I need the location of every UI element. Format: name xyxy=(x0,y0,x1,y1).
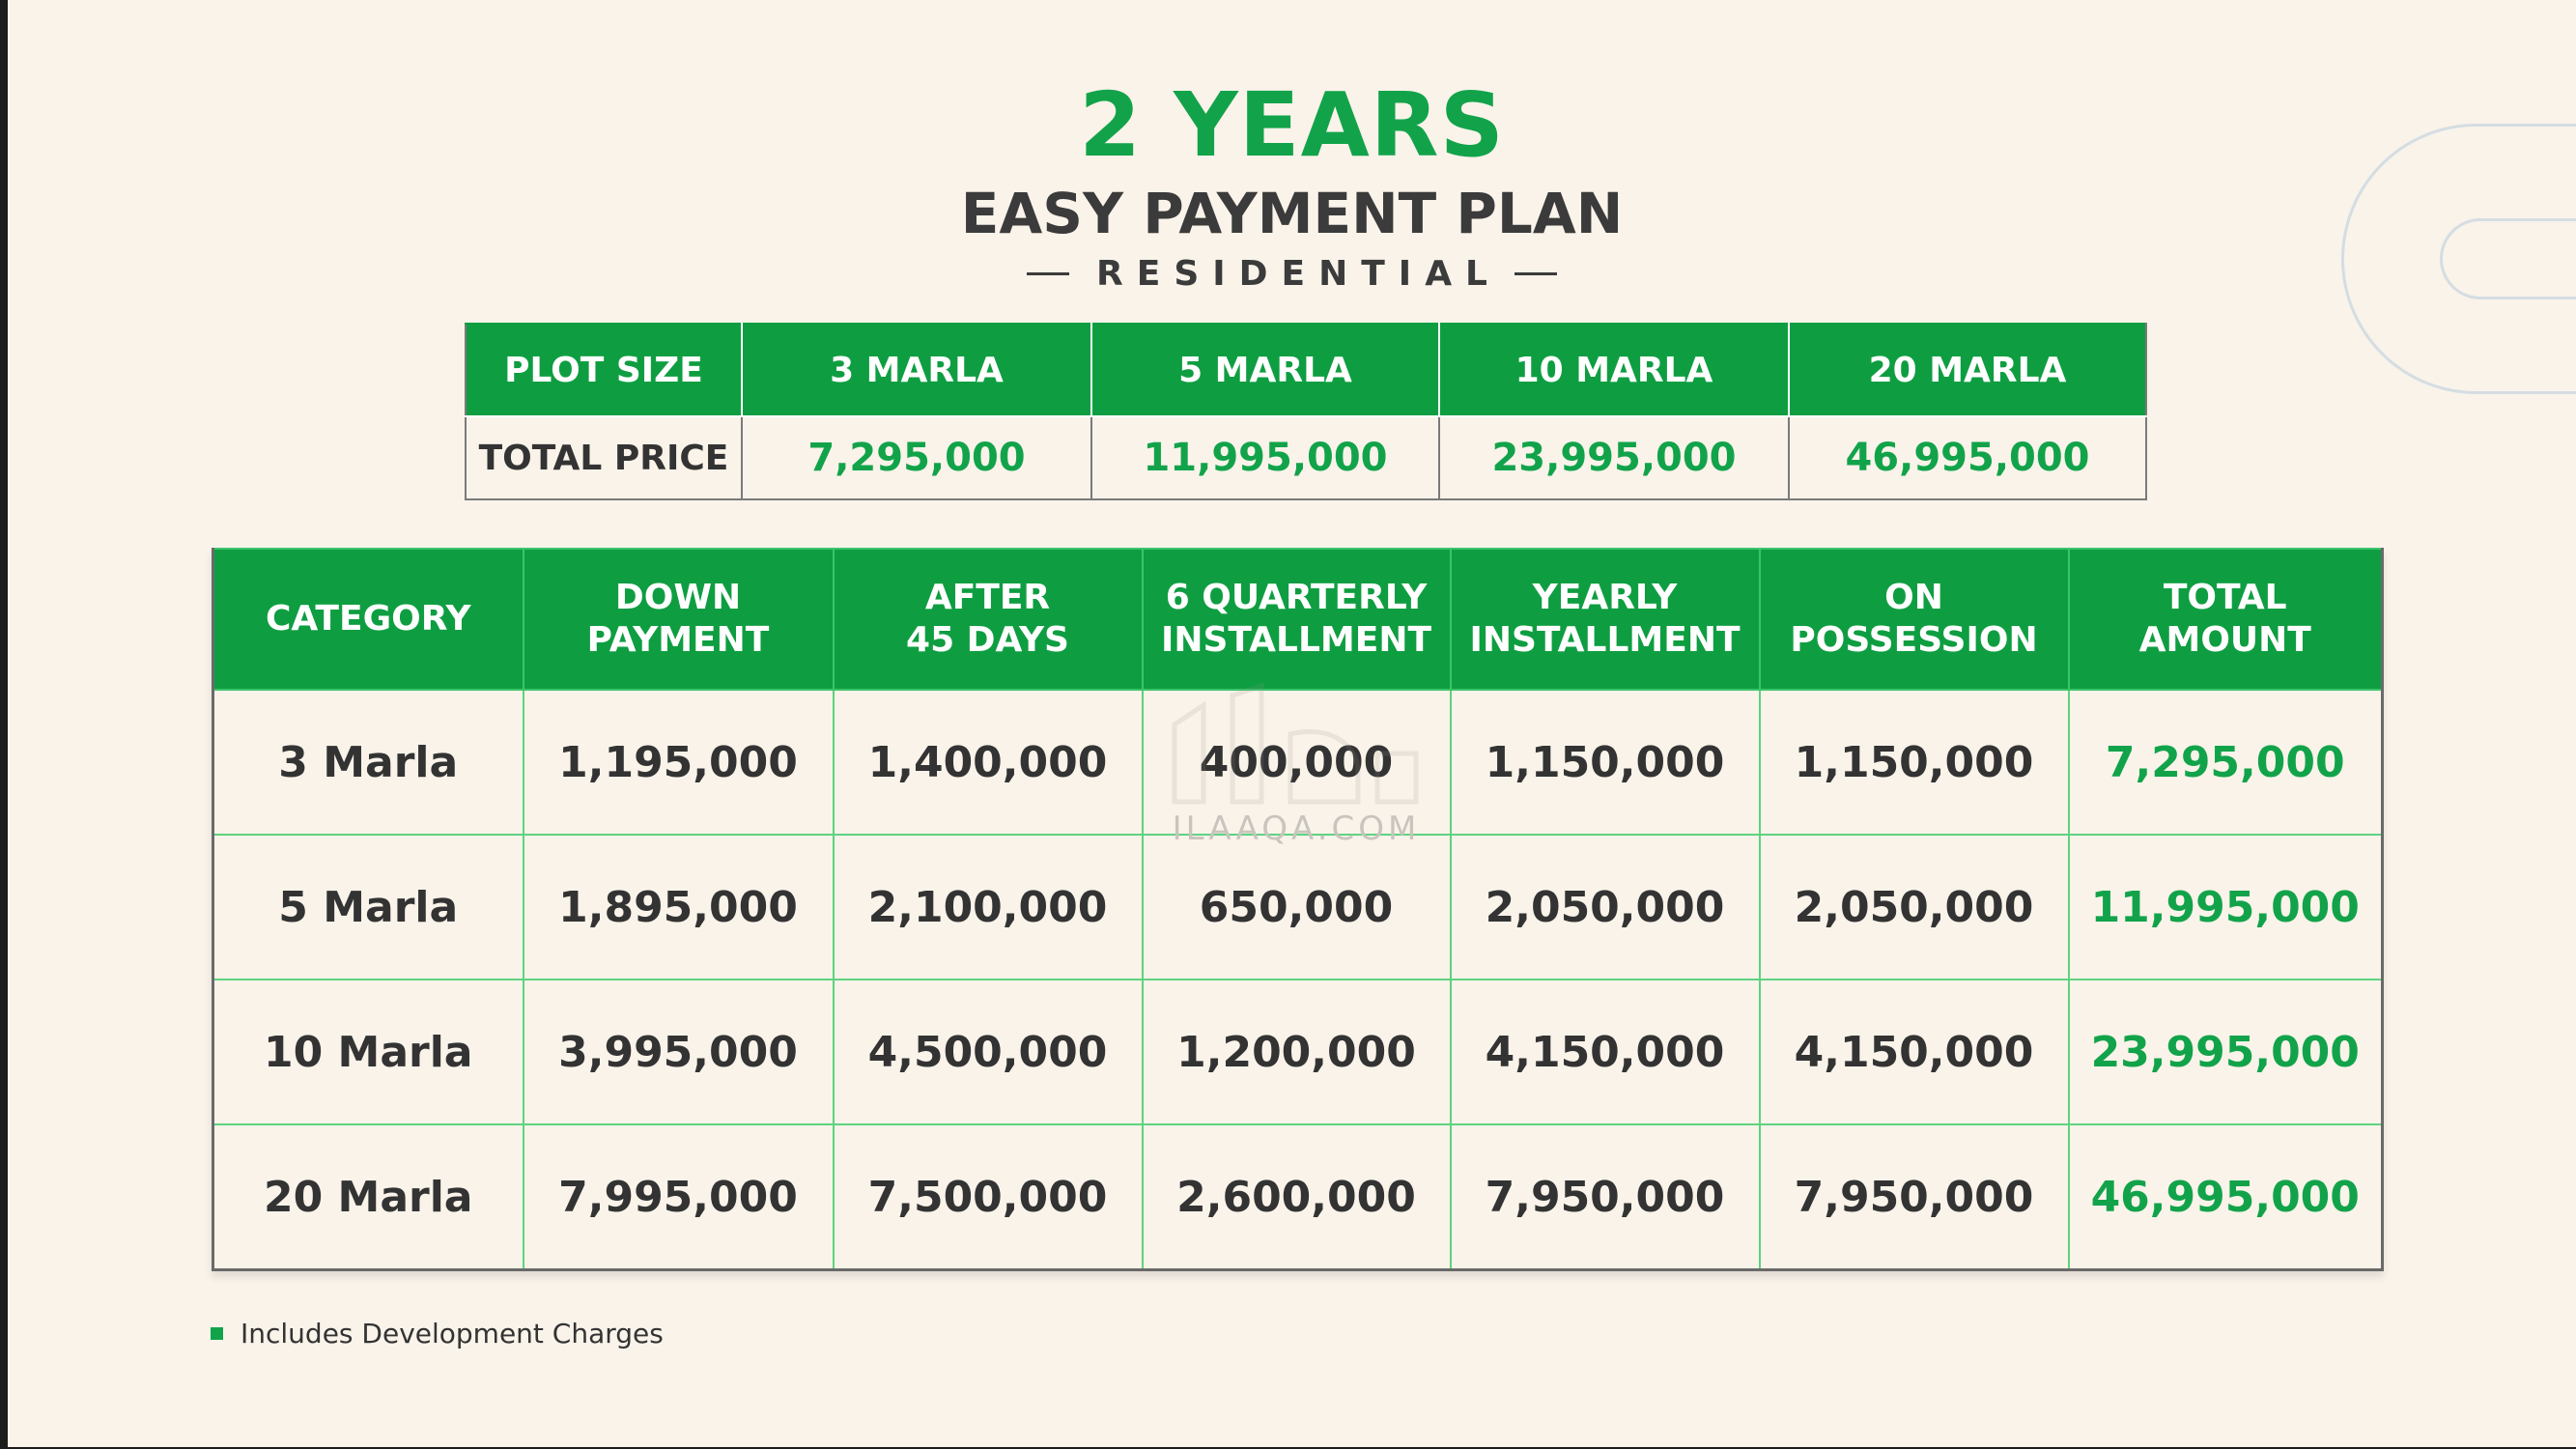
total-amount-cell: 23,995,000 xyxy=(2067,979,2384,1125)
category-cell: 10 Marla xyxy=(212,979,524,1125)
price-cell: 11,995,000 xyxy=(1090,415,1440,500)
plan-header-cell: TOTAL AMOUNT xyxy=(2067,548,2384,691)
total-amount-cell: 46,995,000 xyxy=(2067,1123,2384,1271)
table-row: 10 Marla 3,995,000 4,500,000 1,200,000 4… xyxy=(212,979,2384,1125)
amount-cell: 2,050,000 xyxy=(1449,834,1761,980)
amount-cell: 1,400,000 xyxy=(832,689,1144,836)
price-header-cell: 20 MARLA xyxy=(1788,323,2147,417)
watermark-text: ILAAQA.COM xyxy=(1172,810,1421,848)
plan-header-cell: 6 QUARTERLY INSTALLMENT xyxy=(1141,548,1452,691)
price-header-cell: PLOT SIZE xyxy=(465,323,743,417)
amount-cell: 2,050,000 xyxy=(1758,834,2070,980)
amount-cell: 4,150,000 xyxy=(1758,979,2070,1125)
category-cell: 3 Marla xyxy=(212,689,524,836)
plan-duration-title: 2 YEARS xyxy=(1079,73,1505,177)
category-cell: 5 Marla xyxy=(212,834,524,980)
plan-header-cell: ON POSSESSION xyxy=(1758,548,2070,691)
amount-cell: 1,895,000 xyxy=(522,834,835,980)
amount-cell: 1,150,000 xyxy=(1758,689,2070,836)
total-amount-cell: 11,995,000 xyxy=(2067,834,2384,980)
amount-cell: 7,995,000 xyxy=(522,1123,835,1271)
right-dash xyxy=(1514,271,1557,275)
amount-cell: 650,000 xyxy=(1141,834,1452,980)
category-label-row: RESIDENTIAL xyxy=(8,249,2576,298)
price-row-label: TOTAL PRICE xyxy=(465,415,743,500)
amount-cell: 2,600,000 xyxy=(1141,1123,1452,1271)
price-table: PLOT SIZE 3 MARLA 5 MARLA 10 MARLA 20 MA… xyxy=(465,323,2147,500)
price-table-row: TOTAL PRICE 7,295,000 11,995,000 23,995,… xyxy=(465,415,2147,500)
price-header-cell: 5 MARLA xyxy=(1090,323,1440,417)
amount-cell: 400,000 xyxy=(1141,689,1452,836)
table-row: 5 Marla 1,895,000 2,100,000 650,000 2,05… xyxy=(212,834,2384,980)
left-dash xyxy=(1027,271,1069,275)
table-row: 20 Marla 7,995,000 7,500,000 2,600,000 7… xyxy=(212,1123,2384,1271)
price-cell: 23,995,000 xyxy=(1438,415,1790,500)
decorative-inner-outline-shape xyxy=(2440,218,2576,299)
price-header-cell: 10 MARLA xyxy=(1438,323,1790,417)
plan-header-cell: AFTER 45 DAYS xyxy=(832,548,1144,691)
price-cell: 46,995,000 xyxy=(1788,415,2147,500)
footnote-text: Includes Development Charges xyxy=(241,1317,664,1350)
amount-cell: 7,950,000 xyxy=(1449,1123,1761,1271)
table-row: 3 Marla 1,195,000 1,400,000 400,000 1,15… xyxy=(212,689,2384,836)
price-table-header-row: PLOT SIZE 3 MARLA 5 MARLA 10 MARLA 20 MA… xyxy=(465,323,2147,417)
amount-cell: 7,950,000 xyxy=(1758,1123,2070,1271)
amount-cell: 1,150,000 xyxy=(1449,689,1761,836)
price-header-cell: 3 MARLA xyxy=(741,323,1092,417)
category-cell: 20 Marla xyxy=(212,1123,524,1271)
total-amount-cell: 7,295,000 xyxy=(2067,689,2384,836)
amount-cell: 2,100,000 xyxy=(832,834,1144,980)
amount-cell: 3,995,000 xyxy=(522,979,835,1125)
amount-cell: 4,500,000 xyxy=(832,979,1144,1125)
bullet-square-icon xyxy=(211,1326,223,1340)
plan-header-cell: YEARLY INSTALLMENT xyxy=(1449,548,1761,691)
category-label: RESIDENTIAL xyxy=(1096,253,1501,294)
plan-header-cell: CATEGORY xyxy=(212,548,524,691)
plan-subtitle: EASY PAYMENT PLAN xyxy=(960,181,1624,246)
decorative-outline-shape xyxy=(2341,124,2576,394)
watermark-logo xyxy=(1172,682,1419,805)
amount-cell: 4,150,000 xyxy=(1449,979,1761,1125)
amount-cell: 1,195,000 xyxy=(522,689,835,836)
amount-cell: 7,500,000 xyxy=(832,1123,1144,1271)
plan-table-header-row: CATEGORY DOWN PAYMENT AFTER 45 DAYS 6 QU… xyxy=(212,548,2384,691)
amount-cell: 1,200,000 xyxy=(1141,979,1452,1125)
payment-plan-table: CATEGORY DOWN PAYMENT AFTER 45 DAYS 6 QU… xyxy=(212,548,2384,1271)
footnote: Includes Development Charges xyxy=(211,1314,664,1352)
slide: 2 YEARS EASY PAYMENT PLAN RESIDENTIAL PL… xyxy=(8,0,2576,1447)
plan-header-cell: DOWN PAYMENT xyxy=(522,548,835,691)
price-cell: 7,295,000 xyxy=(741,415,1092,500)
